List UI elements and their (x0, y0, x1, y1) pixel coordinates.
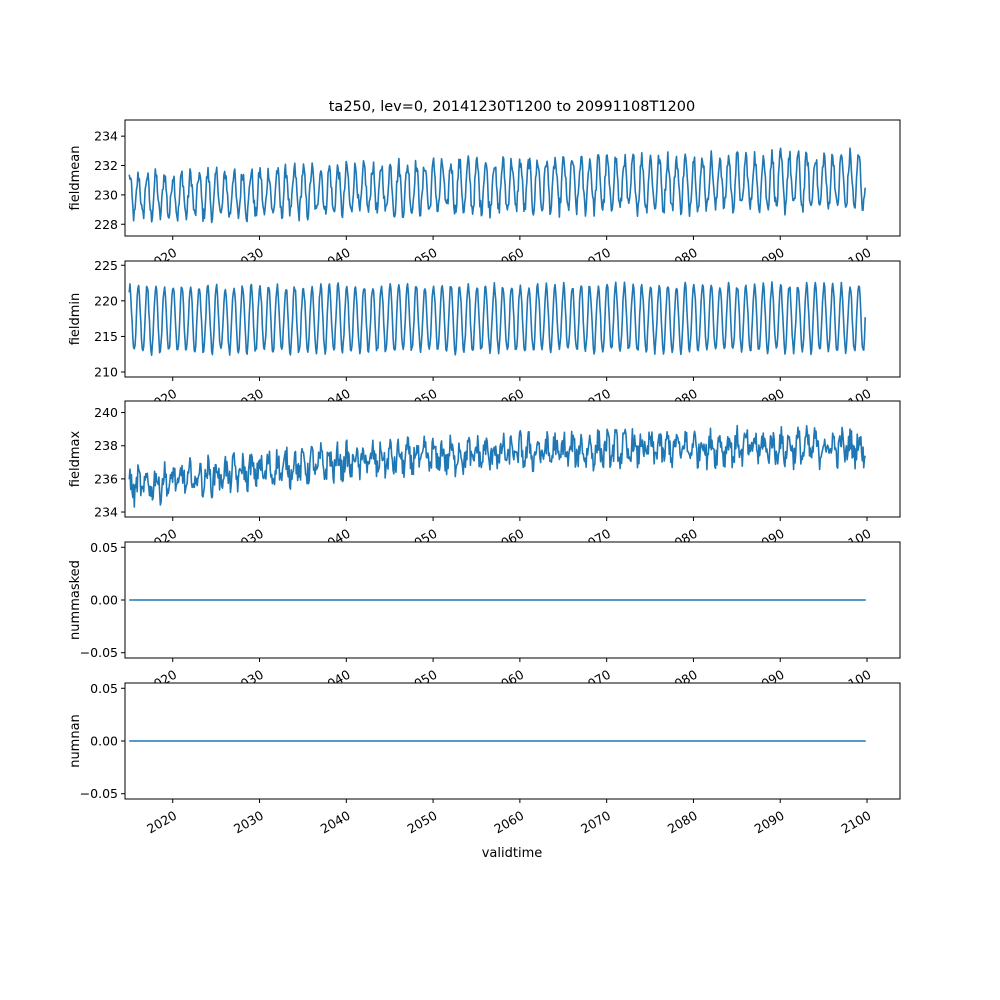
x-tick-label: 2070 (578, 808, 613, 837)
x-tick-label: 2080 (665, 808, 700, 837)
axes-frame (124, 400, 901, 518)
series-line-fieldmean (128, 147, 866, 224)
y-tick-label: −0.05 (80, 645, 118, 660)
y-tick-label: 0.05 (90, 540, 118, 555)
y-tick-label: 228 (94, 217, 118, 232)
x-tick-label: 2060 (491, 808, 526, 837)
y-tick-label: −0.05 (80, 786, 118, 801)
y-axis-label: nummasked (68, 560, 83, 640)
y-tick-label: 225 (94, 258, 118, 273)
y-tick-label: 238 (94, 438, 118, 453)
y-tick-label: 215 (94, 329, 118, 344)
subplot-numnan: −0.05 0.00 0.05 2020 2030 2040 2050 2060 2070 208… (68, 681, 901, 837)
y-tick-label: 234 (94, 129, 118, 144)
figure-title: ta250, lev=0, 20141230T1200 to 20991108T… (329, 99, 696, 115)
y-axis-label: fieldmin (68, 293, 83, 346)
x-tick-label: 2040 (318, 808, 353, 837)
x-tick-label: 2100 (838, 808, 873, 837)
y-tick-label: 0.00 (90, 734, 118, 749)
x-tick-label: 2090 (752, 808, 787, 837)
y-tick-label: 220 (94, 293, 118, 308)
axes-frame (124, 119, 901, 237)
y-axis-label: numnan (68, 714, 83, 768)
x-tick-label: 2020 (144, 808, 179, 837)
y-tick-label: 232 (94, 158, 118, 173)
y-axis-label: fieldmean (68, 146, 83, 211)
x-axis-label: validtime (482, 846, 543, 861)
x-tick-label: 2030 (231, 808, 266, 837)
subplots: 228 230 232 234 2020 2030 2040 2050 2060 2070 2080… (68, 119, 901, 837)
y-tick-label: 240 (94, 405, 118, 420)
y-tick-label: 0.05 (90, 681, 118, 696)
x-tick-label: 2050 (405, 808, 440, 837)
y-tick-label: 0.00 (90, 593, 118, 608)
series-line-fieldmin (128, 281, 866, 357)
y-tick-label: 230 (94, 187, 118, 202)
y-tick-label: 210 (94, 365, 118, 380)
series-line-fieldmax (128, 424, 866, 508)
axes-frame (124, 260, 901, 378)
y-axis-label: fieldmax (68, 431, 83, 488)
y-tick-label: 236 (94, 471, 118, 486)
y-tick-label: 234 (94, 505, 118, 520)
